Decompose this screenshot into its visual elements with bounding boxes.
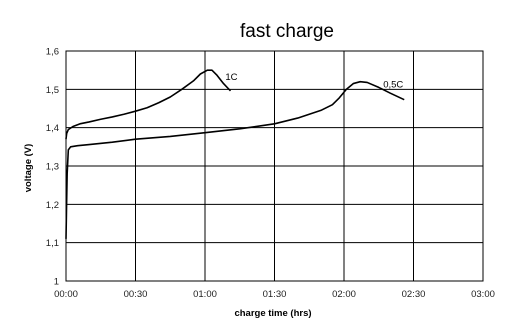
y-tick-label: 1 [54,277,59,288]
y-tick-label: 1,2 [46,200,59,211]
x-tick-label: 03:00 [471,289,495,300]
x-tick-label: 00:30 [124,289,148,300]
series-lines [65,69,405,239]
y-tick-label: 1,4 [46,123,59,134]
x-tick-label: 01:30 [263,289,287,300]
series-labels: 1C 0,5C [225,72,403,91]
y-tick-label: 1,3 [46,162,59,173]
series-line-0 [65,69,232,140]
y-axis-title: voltage (V) [23,144,34,193]
gridlines [65,50,484,282]
x-tick-label: 02:00 [332,289,356,300]
tick-labels: 1 1,1 1,2 1,3 1,4 1,5 1,6 00:00 00:30 01:00 01:30 0… [46,47,495,301]
series-label-1: 0,5C [383,80,403,91]
y-tick-label: 1,5 [46,85,59,96]
plot-frame [65,50,484,282]
x-tick-label: 00:00 [54,289,78,300]
y-tick-label: 1,6 [46,47,59,58]
series-line-1 [65,80,405,239]
chart-title: fast charge [240,21,334,42]
x-tick-label: 02:30 [402,289,426,300]
x-tick-label: 01:00 [193,289,217,300]
x-axis-title: charge time (hrs) [234,308,311,319]
series-label-0: 1C [225,72,237,83]
y-tick-label: 1,1 [46,238,59,249]
